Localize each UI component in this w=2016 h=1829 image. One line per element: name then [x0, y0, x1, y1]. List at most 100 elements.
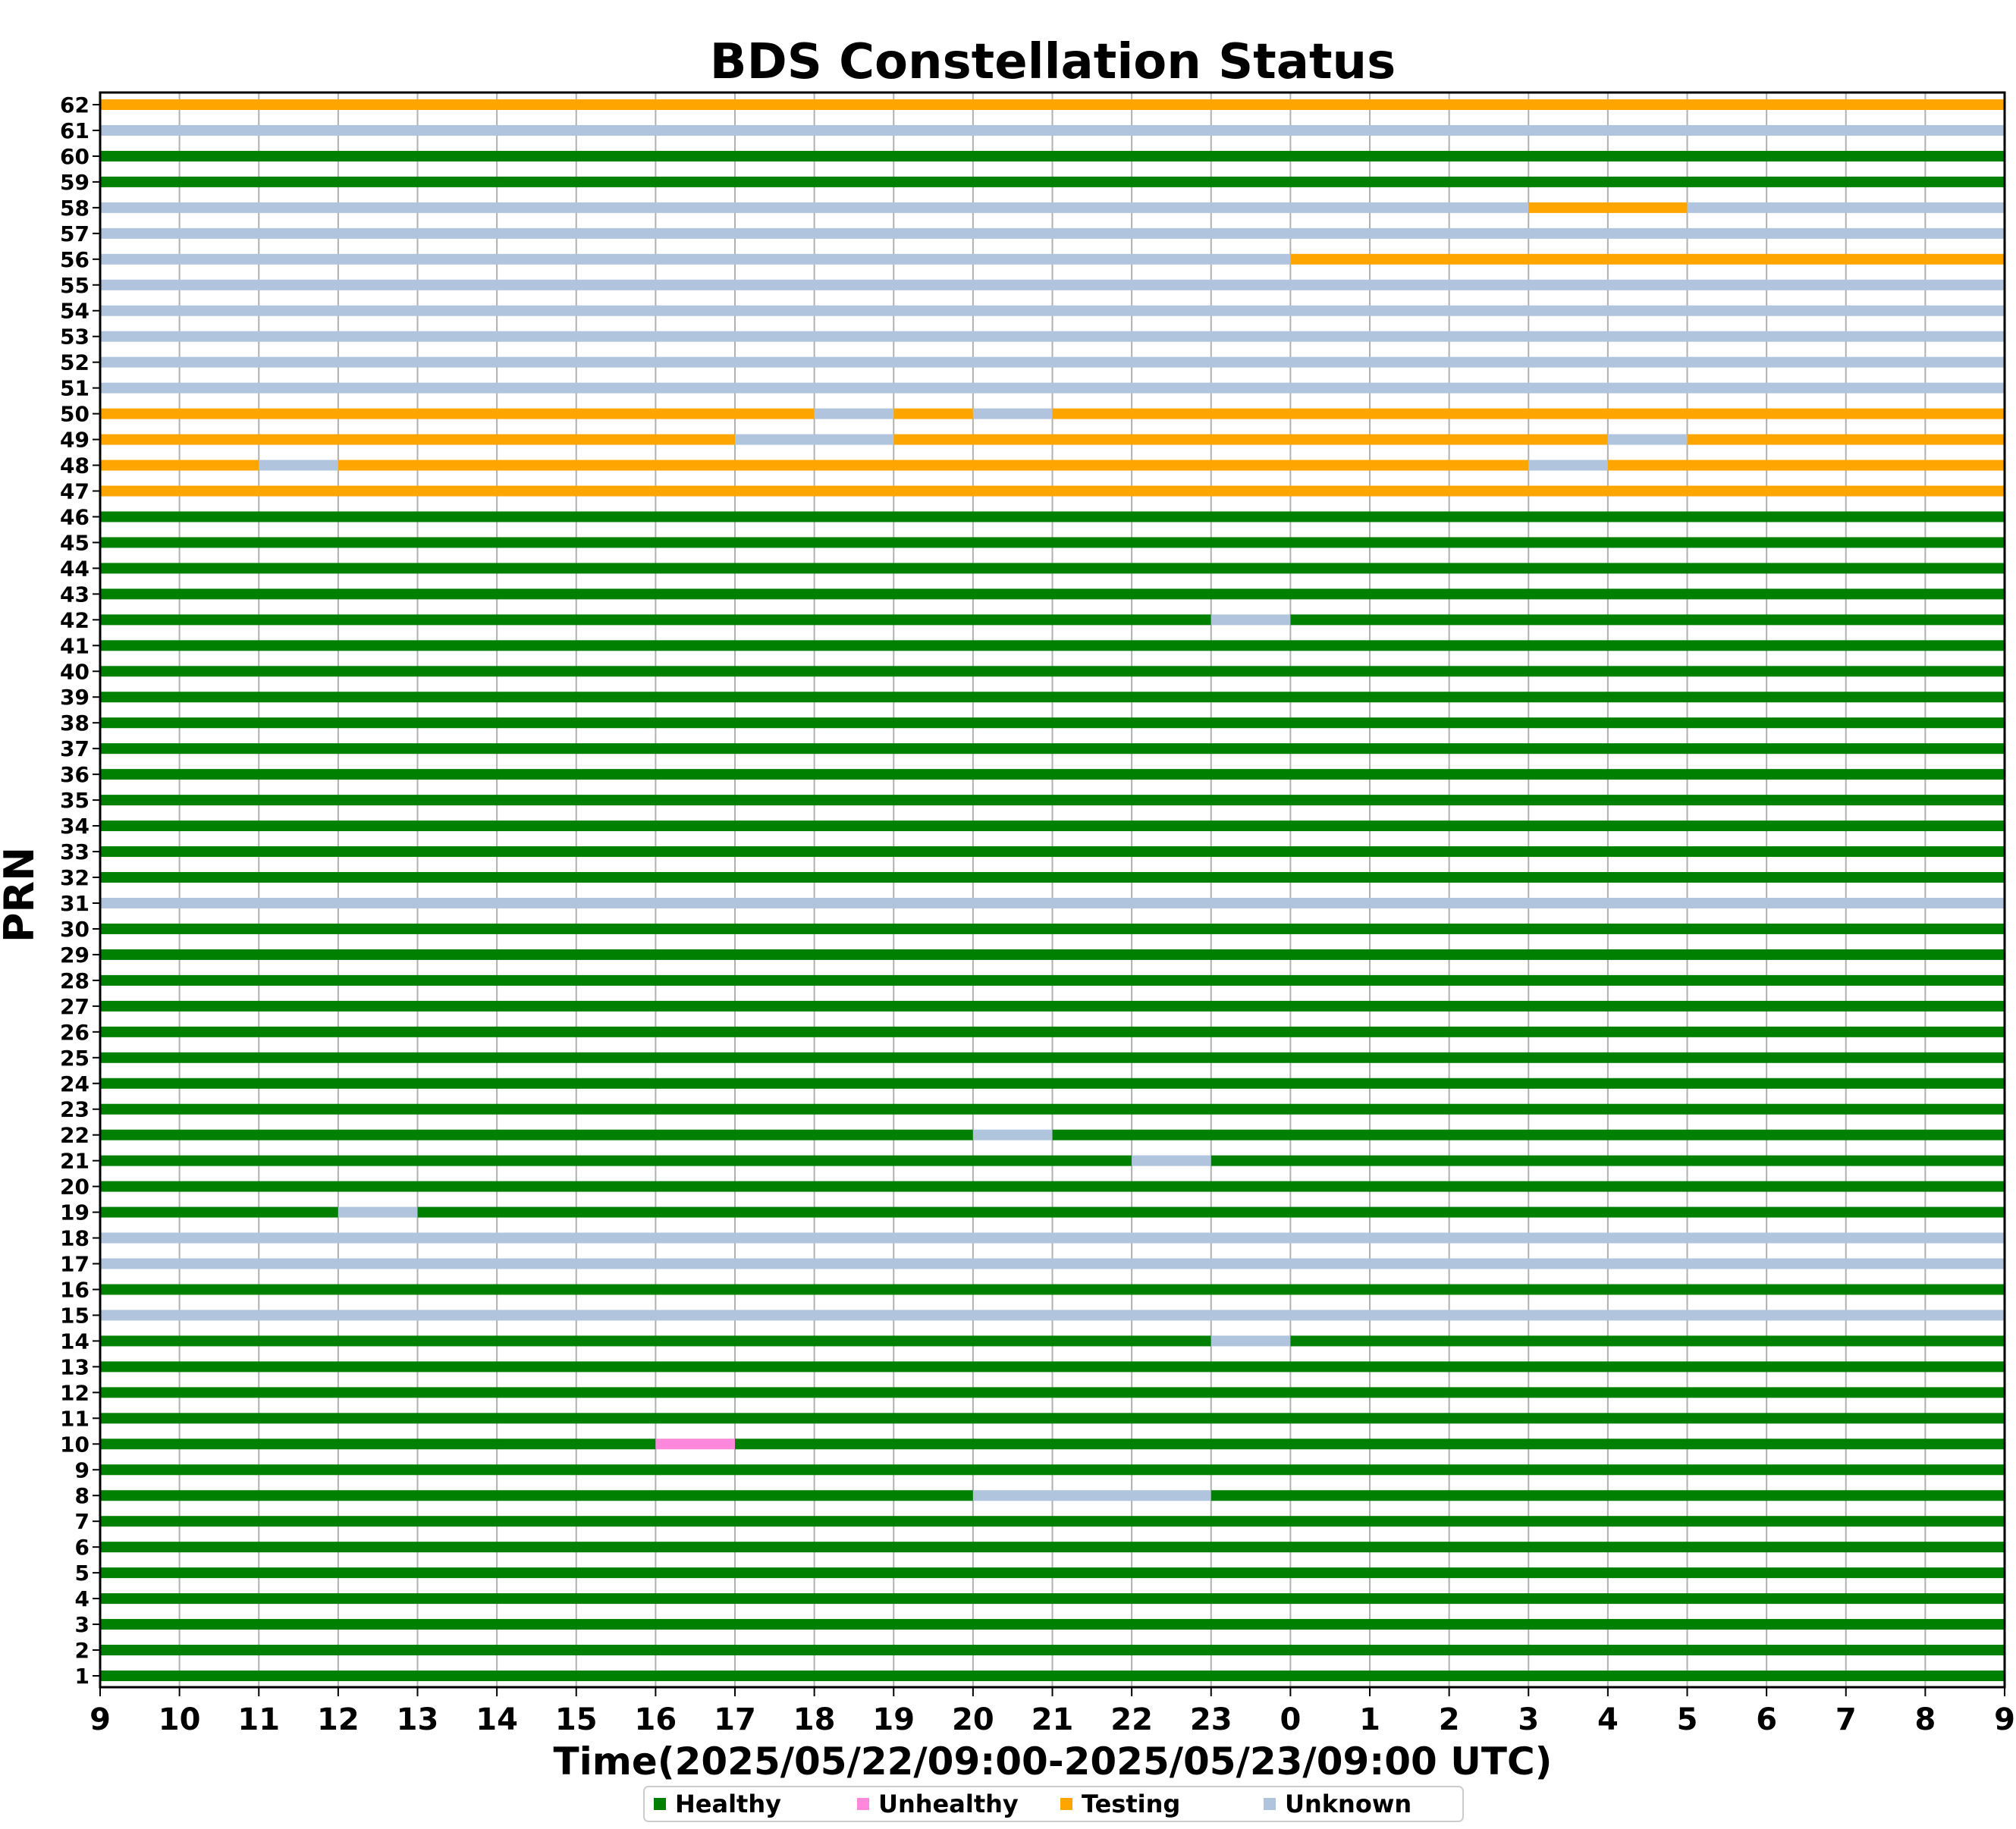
y-tick-label: 27	[60, 994, 89, 1019]
status-bar-prn-38	[100, 717, 2005, 729]
legend-swatch-healthy	[654, 1798, 666, 1810]
y-tick-label: 36	[60, 762, 89, 787]
status-bar-prn-37	[100, 743, 2005, 755]
y-tick-label: 2	[75, 1638, 89, 1663]
y-tick-label: 58	[60, 196, 89, 221]
y-tick-label: 43	[60, 582, 89, 607]
status-bar-prn-34	[100, 820, 2005, 832]
status-bar-prn-19	[338, 1206, 418, 1218]
status-bar-prn-29	[100, 949, 2005, 960]
status-bar-prn-10	[655, 1438, 735, 1450]
status-bar-prn-21	[100, 1155, 1132, 1166]
y-tick-label: 55	[60, 273, 89, 298]
y-tick-label: 57	[60, 221, 89, 246]
status-bar-prn-42	[1211, 614, 1291, 626]
status-bar-prn-3	[100, 1619, 2005, 1630]
status-bar-prn-49	[1607, 434, 1688, 445]
status-bar-prn-35	[100, 795, 2005, 806]
status-bar-prn-14	[1290, 1335, 2005, 1347]
status-bar-prn-57	[100, 227, 2005, 239]
y-tick-label: 47	[60, 479, 89, 504]
y-tick-label: 29	[60, 943, 89, 968]
y-tick-label: 7	[75, 1509, 89, 1534]
status-bar-prn-17	[100, 1258, 2005, 1269]
legend-swatch-testing	[1060, 1798, 1072, 1810]
y-tick-label: 31	[60, 891, 89, 916]
status-bar-prn-58	[1528, 202, 1688, 213]
y-tick-label: 38	[60, 711, 89, 736]
status-bar-prn-10	[100, 1438, 656, 1450]
y-tick-label: 39	[60, 685, 89, 710]
y-tick-label: 21	[60, 1149, 89, 1174]
status-bar-prn-22	[972, 1129, 1053, 1140]
status-bar-prn-2	[100, 1645, 2005, 1656]
status-bar-prn-31	[100, 897, 2005, 908]
status-bar-prn-56	[1290, 253, 2005, 265]
legend-frame	[643, 1786, 1464, 1822]
status-bar-prn-15	[100, 1310, 2005, 1321]
status-bar-prn-7	[100, 1516, 2005, 1527]
status-bar-prn-60	[100, 150, 2005, 162]
status-bar-prn-50	[972, 408, 1053, 419]
x-axis-label: Time(2025/05/22/09:00-2025/05/23/09:00 U…	[553, 1740, 1552, 1784]
y-tick-label: 30	[60, 917, 89, 942]
status-bar-prn-8	[1211, 1490, 2005, 1501]
x-tick-label: 19	[872, 1702, 915, 1737]
status-bar-prn-56	[100, 253, 1291, 265]
status-bar-prn-19	[100, 1206, 338, 1218]
status-bar-prn-42	[100, 614, 1211, 626]
y-tick-label: 59	[60, 170, 89, 195]
y-tick-label: 52	[60, 350, 89, 375]
status-bar-prn-10	[735, 1438, 2005, 1450]
y-tick-label: 22	[60, 1123, 89, 1148]
x-tick-label: 15	[555, 1702, 598, 1737]
status-bar-prn-12	[100, 1387, 2005, 1398]
status-bar-prn-6	[100, 1542, 2005, 1553]
status-bar-prn-40	[100, 666, 2005, 677]
y-tick-label: 8	[75, 1483, 89, 1508]
y-tick-label: 24	[60, 1071, 89, 1096]
y-tick-label: 25	[60, 1046, 89, 1071]
y-tick-label: 32	[60, 865, 89, 890]
y-tick-label: 34	[60, 814, 89, 839]
status-bar-prn-45	[100, 537, 2005, 548]
y-tick-label: 3	[75, 1612, 89, 1637]
y-tick-label: 61	[60, 118, 89, 143]
status-bar-prn-18	[100, 1232, 2005, 1244]
y-tick-label: 6	[75, 1535, 89, 1560]
y-tick-label: 37	[60, 736, 89, 761]
status-bar-prn-28	[100, 974, 2005, 986]
status-bar-prn-39	[100, 692, 2005, 703]
legend: Healthy Unhealthy Testing Unknown	[643, 1786, 1464, 1822]
y-tick-label: 44	[60, 556, 89, 581]
y-tick-label: 1	[75, 1664, 89, 1689]
x-tick-label: 22	[1110, 1702, 1153, 1737]
y-tick-label: 54	[60, 299, 89, 324]
x-tick-label: 12	[317, 1702, 360, 1737]
status-bar-prn-54	[100, 305, 2005, 316]
status-bar-prn-58	[100, 202, 1529, 213]
status-bar-prn-50	[893, 408, 973, 419]
y-tick-label: 50	[60, 402, 89, 427]
status-bar-prn-48	[259, 460, 338, 471]
chart-title: BDS Constellation Status	[710, 34, 1396, 90]
status-bar-prn-59	[100, 176, 2005, 187]
y-tick-label: 46	[60, 504, 89, 529]
status-bar-prn-27	[100, 1000, 2005, 1012]
y-tick-label: 17	[60, 1252, 89, 1277]
status-bar-prn-50	[1052, 408, 2005, 419]
x-tick-label: 23	[1190, 1702, 1233, 1737]
x-tick-label: 21	[1032, 1702, 1074, 1737]
legend-label-unknown: Unknown	[1285, 1790, 1412, 1818]
x-tick-label: 17	[714, 1702, 756, 1737]
status-bar-prn-13	[100, 1361, 2005, 1373]
status-bar-prn-19	[417, 1206, 2005, 1218]
y-tick-label: 11	[60, 1406, 89, 1431]
y-axis-ticks: 1234567891011121314151617181920212223242…	[60, 93, 100, 1689]
y-tick-label: 45	[60, 530, 89, 555]
status-bar-prn-22	[1052, 1129, 2005, 1140]
status-bar-prn-26	[100, 1026, 2005, 1037]
y-tick-label: 18	[60, 1226, 89, 1251]
y-tick-label: 51	[60, 376, 89, 401]
